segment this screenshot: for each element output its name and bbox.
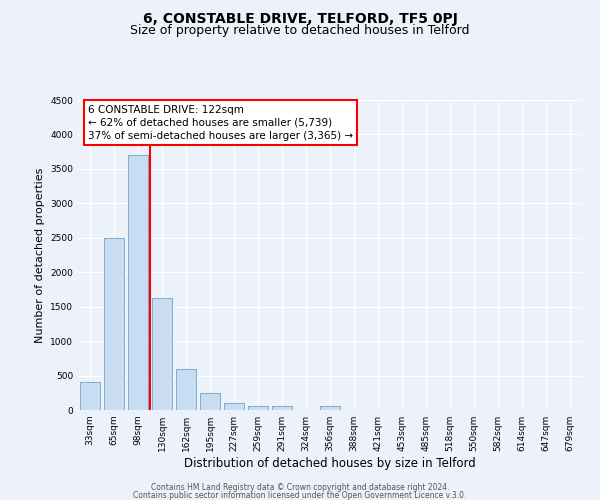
- Text: 6, CONSTABLE DRIVE, TELFORD, TF5 0PJ: 6, CONSTABLE DRIVE, TELFORD, TF5 0PJ: [143, 12, 457, 26]
- Bar: [320, 406, 340, 410]
- X-axis label: Distribution of detached houses by size in Telford: Distribution of detached houses by size …: [184, 457, 476, 470]
- Y-axis label: Number of detached properties: Number of detached properties: [35, 168, 44, 342]
- Text: Size of property relative to detached houses in Telford: Size of property relative to detached ho…: [130, 24, 470, 37]
- Bar: [248, 406, 268, 410]
- Text: 6 CONSTABLE DRIVE: 122sqm
← 62% of detached houses are smaller (5,739)
37% of se: 6 CONSTABLE DRIVE: 122sqm ← 62% of detac…: [88, 104, 353, 141]
- Bar: [176, 368, 196, 410]
- Text: Contains public sector information licensed under the Open Government Licence v.: Contains public sector information licen…: [133, 490, 467, 500]
- Bar: [104, 238, 124, 410]
- Bar: [152, 298, 172, 410]
- Bar: [200, 393, 220, 410]
- Text: Contains HM Land Registry data © Crown copyright and database right 2024.: Contains HM Land Registry data © Crown c…: [151, 483, 449, 492]
- Bar: [224, 403, 244, 410]
- Bar: [272, 406, 292, 410]
- Bar: [80, 382, 100, 410]
- Bar: [128, 155, 148, 410]
